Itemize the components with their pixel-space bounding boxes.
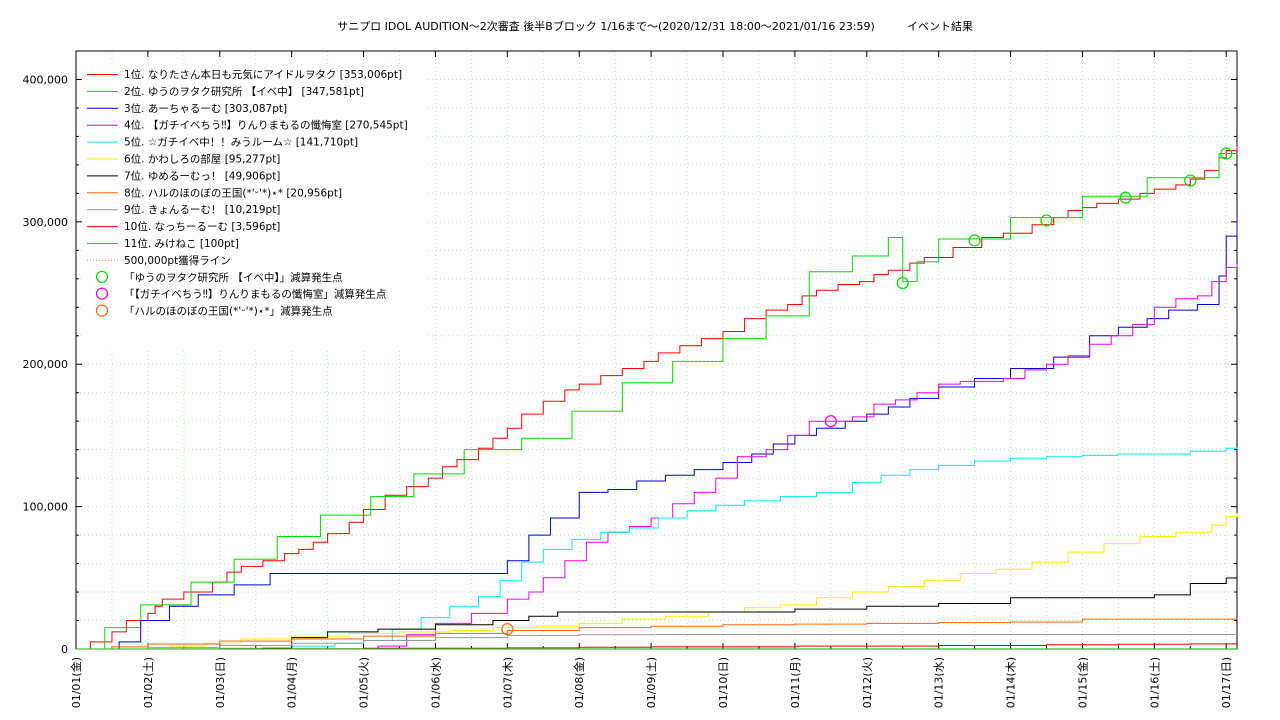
- legend-label: 7位. ゆめるーむっ！ [49,906pt]: [124, 169, 280, 182]
- series-line-7: [76, 577, 1238, 650]
- series-line-9: [76, 633, 1237, 650]
- marker-point-1: [1119, 191, 1132, 204]
- x-tick-label: 01/03(日): [214, 657, 227, 708]
- x-tick-label: 01/11(月): [789, 657, 802, 708]
- x-tick-label: 01/04(月): [286, 657, 299, 708]
- legend-label: 8位. ハルのほのぼの王国(*'ᵕ'*)⋆* [20,956pt]: [124, 186, 342, 199]
- markers-layer: [501, 147, 1233, 636]
- x-tick-label: 01/12(火): [861, 657, 874, 708]
- grid: [76, 51, 1237, 649]
- x-tick-label: 01/10(日): [717, 657, 730, 708]
- x-tick-label: 01/15(金): [1075, 657, 1089, 708]
- series-line-3: [76, 217, 1238, 650]
- marker-point-1: [1184, 174, 1197, 187]
- series-line-10: [76, 643, 1237, 650]
- legend-label-marker: 「【ガチイベちう‼】りんりまもるの懺悔室」減算発生点: [124, 288, 386, 301]
- legend-label-marker: 「ハルのほのぼの王国(*'ᵕ'*)⋆*」減算発生点: [124, 305, 333, 318]
- x-tick-label: 01/05(火): [358, 657, 371, 708]
- legend-label: 5位. ☆ガチイベ中！！みうルーム☆ [141,710pt]: [124, 136, 358, 149]
- legend-label: 2位. ゆうのヲタク研究所 【イベ中】 [347,581pt]: [124, 85, 364, 98]
- series-layer: [76, 146, 1238, 650]
- marker-point-1: [1220, 147, 1233, 160]
- chart-subtitle: イベント結果: [907, 19, 973, 33]
- x-tick-label: 01/08(金): [572, 657, 586, 708]
- legend: 1位. なりたさん本日も元気にアイドルヲタク [353,006pt] 2位. ゆう…: [83, 66, 426, 349]
- y-tick-label: 0: [61, 643, 68, 656]
- y-tick-label: 100,000: [23, 501, 69, 514]
- legend-label: 9位. きょんるーむ！ [10,219pt]: [124, 203, 280, 216]
- legend-label: 4位. 【ガチイベちう‼】りんりまもるの懺悔室 [270,545pt]: [124, 119, 408, 132]
- legend-label-marker: 「ゆうのヲタク研究所 【イベ中】」減算発生点: [124, 271, 343, 284]
- x-tick-label: 01/06(水): [429, 657, 442, 708]
- legend-label: 6位. かわしろの部屋 [95,277pt]: [124, 153, 280, 166]
- marker-point-1: [896, 276, 909, 290]
- x-tick-label: 01/13(水): [933, 657, 946, 708]
- legend-label: 3位. あーちゃるーむ [303,087pt]: [124, 102, 287, 115]
- x-tick-label: 01/07(木): [501, 657, 514, 708]
- y-tick-label: 200,000: [23, 358, 69, 371]
- series-line-2: [76, 153, 1238, 650]
- series-line-1: [76, 146, 1238, 650]
- legend-label-threshold: 500,000pt獲得ライン: [124, 254, 231, 267]
- y-tick-label: 300,000: [23, 216, 69, 229]
- legend-label: 1位. なりたさん本日も元気にアイドルヲタク [353,006pt]: [124, 68, 402, 81]
- x-tick-label: 01/17(日): [1220, 657, 1233, 708]
- x-tick-label: 01/14(木): [1005, 657, 1018, 708]
- series-line-4: [76, 263, 1238, 650]
- y-axis: 0 100,000 200,000 300,000 400,000: [23, 73, 1237, 656]
- marker-point-2: [824, 415, 837, 428]
- y-tick-label: 400,000: [23, 73, 69, 86]
- marker-point-3: [501, 622, 514, 636]
- legend-marker: [95, 304, 109, 317]
- chart-title: サニプロ IDOL AUDITION〜2次審査 後半Bブロック 1/16まで〜(…: [337, 19, 875, 33]
- legend-label: 10位. なっちーるーむ [3,596pt]: [124, 220, 280, 233]
- x-tick-label: 01/16(土): [1148, 657, 1161, 708]
- series-line-8: [76, 618, 1238, 650]
- legend-background: [83, 66, 426, 349]
- marker-point-1: [1040, 214, 1053, 227]
- series-line-6: [76, 513, 1238, 650]
- legend-label: 11位. みけねこ [100pt]: [124, 237, 239, 250]
- legend-marker: [95, 270, 109, 283]
- x-axis: 01/01(金) 01/02(土) 01/03(日) 01/04(月) 01/05(火)…: [69, 51, 1233, 708]
- legend-marker: [95, 287, 109, 300]
- x-tick-label: 01/09(土): [645, 657, 658, 708]
- marker-point-1: [968, 234, 981, 247]
- x-tick-label: 01/01(金): [69, 657, 83, 708]
- x-tick-label: 01/02(土): [142, 657, 155, 708]
